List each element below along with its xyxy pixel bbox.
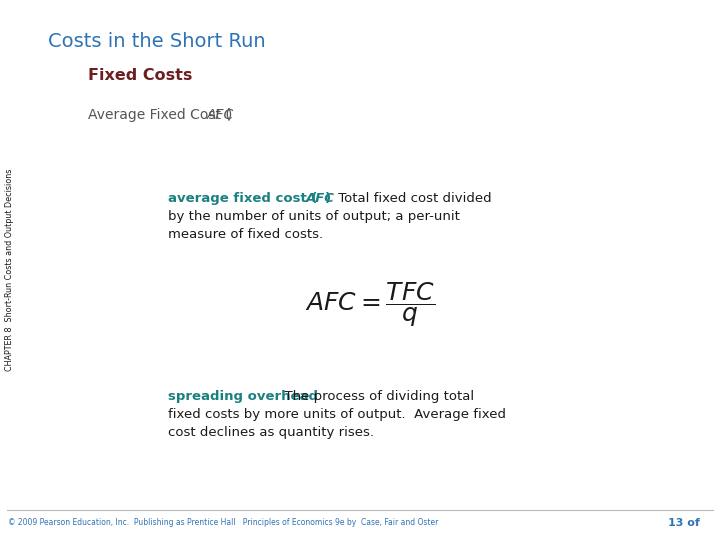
Text: 13 of: 13 of (668, 518, 700, 528)
Text: The process of dividing total: The process of dividing total (276, 390, 474, 403)
Text: fixed costs by more units of output.  Average fixed: fixed costs by more units of output. Ave… (168, 408, 506, 421)
Text: by the number of units of output; a per-unit: by the number of units of output; a per-… (168, 210, 460, 223)
Text: CHAPTER 8  Short-Run Costs and Output Decisions: CHAPTER 8 Short-Run Costs and Output Dec… (6, 169, 14, 371)
Text: Fixed Costs: Fixed Costs (88, 68, 192, 83)
Text: Costs in the Short Run: Costs in the Short Run (48, 32, 266, 51)
Text: ): ) (227, 108, 233, 122)
Text: © 2009 Pearson Education, Inc.  Publishing as Prentice Hall   Principles of Econ: © 2009 Pearson Education, Inc. Publishin… (8, 518, 438, 527)
Text: $AFC = \dfrac{TFC}{q}$: $AFC = \dfrac{TFC}{q}$ (305, 281, 435, 329)
Text: AFC: AFC (306, 192, 335, 205)
Text: AFC: AFC (207, 108, 234, 122)
Text: spreading overhead: spreading overhead (168, 390, 318, 403)
Text: Total fixed cost divided: Total fixed cost divided (334, 192, 492, 205)
Text: Average Fixed Cost (: Average Fixed Cost ( (88, 108, 231, 122)
Text: measure of fixed costs.: measure of fixed costs. (168, 228, 323, 241)
Text: cost declines as quantity rises.: cost declines as quantity rises. (168, 426, 374, 439)
Text: ): ) (325, 192, 331, 205)
Text: average fixed cost (: average fixed cost ( (168, 192, 318, 205)
